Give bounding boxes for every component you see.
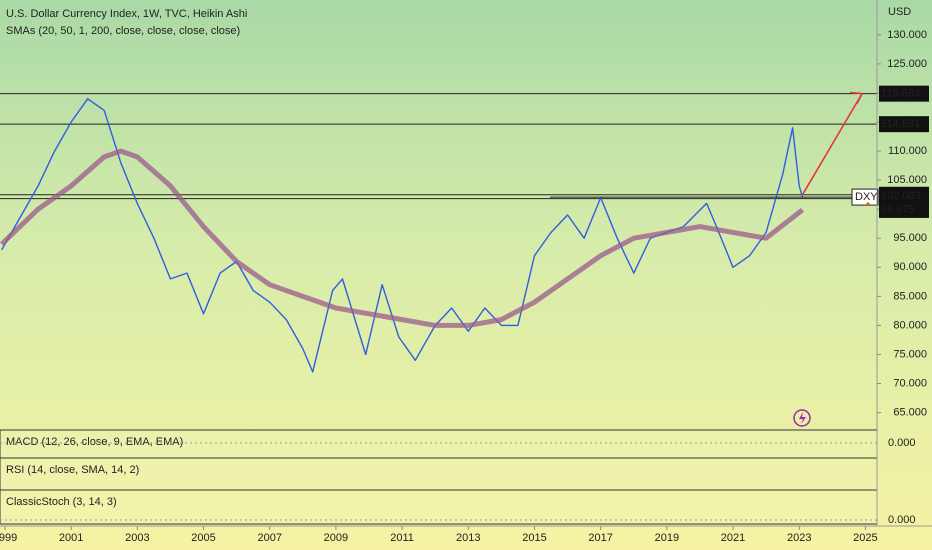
symbol-tag [851, 188, 879, 206]
indicator-tick-label: 0.000 [888, 437, 916, 449]
series-line [1, 98, 804, 373]
x-tick-label: 2025 [853, 532, 877, 544]
chart-subtitle: SMAs (20, 50, 1, 200, close, close, clos… [6, 25, 240, 37]
indicator-panel [0, 457, 878, 491]
indicator-label: ClassicStoch (3, 14, 3) [6, 496, 117, 508]
alert-icon[interactable] [793, 409, 811, 427]
y-tick-label: 105.000 [887, 174, 927, 186]
symbol-label: DXY [855, 191, 878, 203]
y-tick-label: 125.000 [887, 58, 927, 70]
y-tick-label: 130.000 [887, 29, 927, 41]
price-tag-label: 99.875 [881, 204, 915, 216]
price-tag [879, 116, 929, 133]
x-tick-label: 2001 [59, 532, 83, 544]
indicator-label: RSI (14, close, SMA, 14, 2) [6, 464, 139, 476]
y-tick-label: 80.000 [893, 319, 927, 331]
x-tick-label: 2013 [456, 532, 480, 544]
y-tick-label: 90.000 [893, 261, 927, 273]
price-tag [879, 85, 929, 102]
alert-bolt [799, 412, 806, 424]
x-tick-label: 2009 [324, 532, 348, 544]
indicator-label: MACD (12, 26, close, 9, EMA, EMA) [6, 436, 183, 448]
series-line [0, 148, 805, 328]
x-tick-label: 2023 [787, 532, 811, 544]
indicator-panel [0, 489, 878, 525]
chart-title: U.S. Dollar Currency Index, 1W, TVC, Hei… [6, 8, 247, 20]
y-tick-label: 95.000 [893, 232, 927, 244]
y-tick-label: 65.000 [893, 406, 927, 418]
y-tick-label: 85.000 [893, 290, 927, 302]
x-tick-label: 2017 [588, 532, 612, 544]
x-tick-label: 2019 [655, 532, 679, 544]
price-tag-label: 119.883 [881, 88, 920, 100]
price-tag-label: 114.631 [881, 118, 920, 130]
arrow-head [850, 91, 863, 104]
arrow [801, 93, 863, 196]
y-tick-label: 110.000 [888, 145, 927, 157]
x-tick-label: 2015 [522, 532, 546, 544]
x-tick-label: 2021 [721, 532, 745, 544]
y-tick-label: 70.000 [893, 377, 927, 389]
price-tag-label: 102.083 [881, 190, 921, 202]
sma-dot [866, 202, 870, 206]
x-tick-label: 2011 [390, 532, 414, 544]
x-tick-label: 2007 [257, 532, 281, 544]
x-tick-label: 2003 [125, 532, 149, 544]
price-tag [879, 201, 929, 218]
y-tick-label: 75.000 [893, 348, 927, 360]
indicator-tick-label: 0.000 [888, 514, 916, 526]
x-tick-label: 2005 [191, 532, 215, 544]
x-tick-label: 1999 [0, 532, 17, 544]
currency-label: USD [888, 6, 911, 18]
